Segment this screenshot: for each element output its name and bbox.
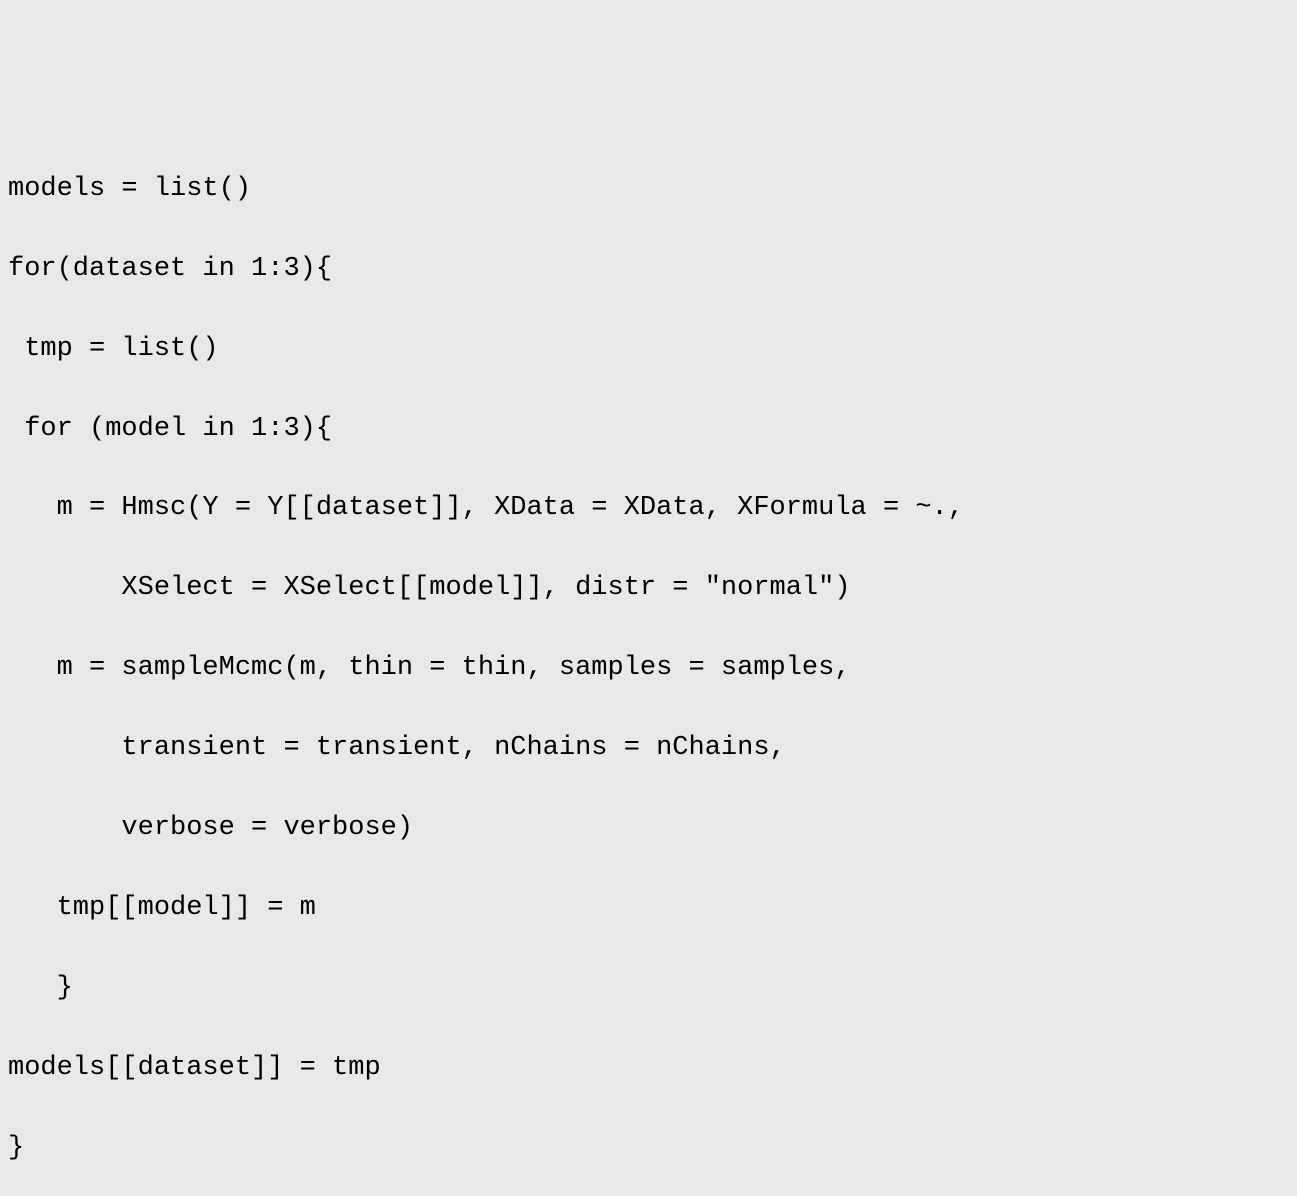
- code-line: }: [8, 969, 1289, 1009]
- code-line: }: [8, 1129, 1289, 1169]
- code-line: tmp[[model]] = m: [8, 889, 1289, 929]
- code-line: m = Hmsc(Y = Y[[dataset]], XData = XData…: [8, 489, 1289, 529]
- code-line: for(dataset in 1:3){: [8, 250, 1289, 290]
- code-line: transient = transient, nChains = nChains…: [8, 729, 1289, 769]
- code-line: verbose = verbose): [8, 809, 1289, 849]
- code-line: models[[dataset]] = tmp: [8, 1049, 1289, 1089]
- code-line: for (model in 1:3){: [8, 410, 1289, 450]
- code-line: XSelect = XSelect[[model]], distr = "nor…: [8, 569, 1289, 609]
- code-line: models = list(): [8, 170, 1289, 210]
- code-line: m = sampleMcmc(m, thin = thin, samples =…: [8, 649, 1289, 689]
- code-line: tmp = list(): [8, 330, 1289, 370]
